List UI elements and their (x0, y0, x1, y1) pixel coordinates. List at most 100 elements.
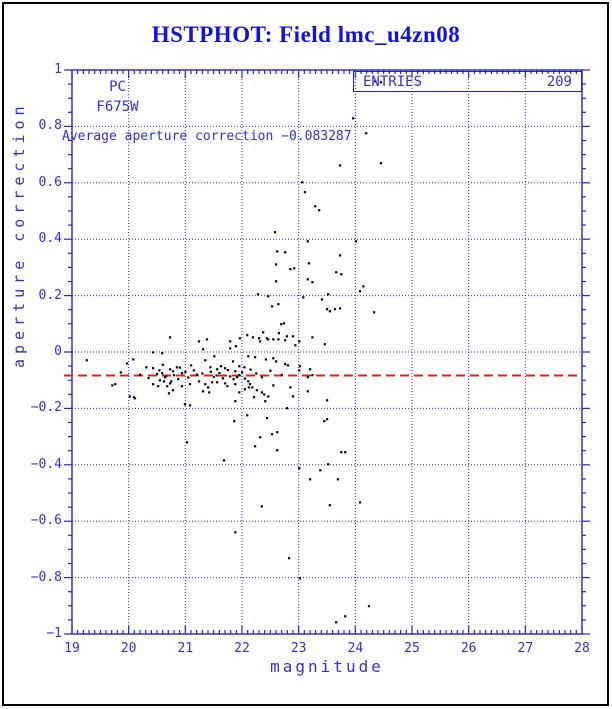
data-point (286, 364, 290, 367)
data-point (289, 268, 292, 271)
entries-label: ENTRIES (363, 73, 423, 90)
data-point (186, 441, 189, 444)
data-point (309, 368, 312, 371)
data-point (173, 374, 176, 377)
data-point (311, 374, 314, 377)
data-point (238, 374, 241, 377)
data-point (201, 390, 205, 393)
x-tick-label: 23 (290, 641, 307, 656)
y-tick-label: 0.8 (38, 118, 62, 134)
data-point (272, 338, 275, 341)
data-point (251, 336, 254, 339)
data-point (272, 384, 275, 387)
data-point (175, 366, 178, 369)
data-point (165, 375, 168, 378)
data-point (367, 605, 371, 608)
data-point (229, 340, 232, 343)
data-point (213, 355, 216, 358)
data-point (344, 615, 347, 618)
data-point (271, 305, 274, 308)
data-point (207, 386, 210, 389)
data-point (156, 373, 159, 376)
data-point (311, 336, 314, 339)
data-point (311, 281, 314, 284)
data-point (169, 382, 172, 385)
entries-value: 209 (546, 73, 572, 90)
data-point (183, 403, 186, 406)
data-point (226, 369, 229, 372)
data-point (352, 117, 355, 120)
data-point (234, 370, 237, 373)
data-point (218, 371, 221, 375)
data-point (161, 372, 164, 375)
data-point (328, 310, 331, 313)
data-point (285, 407, 288, 410)
data-point (247, 386, 250, 389)
data-point (335, 271, 338, 274)
data-point (282, 322, 286, 325)
data-point (246, 414, 249, 417)
data-point (318, 209, 321, 212)
data-point (229, 375, 232, 378)
data-point (226, 385, 229, 388)
data-point (358, 290, 362, 293)
data-point (255, 372, 258, 375)
data-point (139, 373, 142, 376)
data-point (188, 383, 192, 386)
data-point (147, 376, 150, 380)
data-point (171, 389, 175, 392)
data-point (209, 370, 212, 373)
data-point (224, 367, 227, 370)
data-point (362, 285, 365, 288)
data-point (320, 298, 324, 301)
data-point (234, 345, 237, 348)
data-point (114, 383, 117, 386)
data-point (222, 459, 226, 462)
data-point (220, 365, 223, 368)
data-point (298, 467, 301, 470)
data-point (326, 418, 329, 421)
data-point (169, 368, 172, 371)
data-point (358, 501, 362, 504)
x-tick-label: 20 (120, 641, 137, 656)
data-point (167, 392, 171, 395)
data-point (247, 380, 250, 383)
data-point (328, 504, 331, 507)
data-point (265, 337, 269, 340)
data-point (133, 397, 137, 400)
data-point (247, 355, 250, 358)
data-point (323, 420, 326, 423)
data-point (215, 374, 218, 377)
data-point (264, 358, 267, 361)
x-tick-label: 19 (64, 641, 80, 656)
data-point (289, 386, 292, 389)
data-point (365, 132, 368, 135)
data-point (211, 381, 214, 384)
data-point (252, 396, 256, 399)
data-point (232, 378, 235, 381)
data-point (306, 240, 309, 243)
data-point (374, 80, 377, 83)
data-point (256, 293, 260, 296)
data-point (306, 390, 309, 393)
data-point (180, 385, 184, 388)
data-point (379, 162, 382, 165)
data-point (333, 308, 337, 311)
data-point (126, 362, 129, 365)
data-point (184, 370, 187, 373)
data-point (339, 307, 342, 310)
data-point (271, 433, 274, 436)
data-point (249, 368, 252, 371)
data-point (152, 367, 155, 370)
data-point (307, 262, 311, 265)
data-point (169, 336, 172, 339)
data-point (272, 357, 275, 360)
detector-label: PC (109, 79, 126, 95)
data-point (221, 377, 224, 380)
data-point (128, 395, 131, 398)
y-tick-label: 0.2 (38, 287, 62, 303)
data-point (212, 375, 215, 378)
data-point (276, 431, 279, 434)
data-point (158, 369, 161, 372)
